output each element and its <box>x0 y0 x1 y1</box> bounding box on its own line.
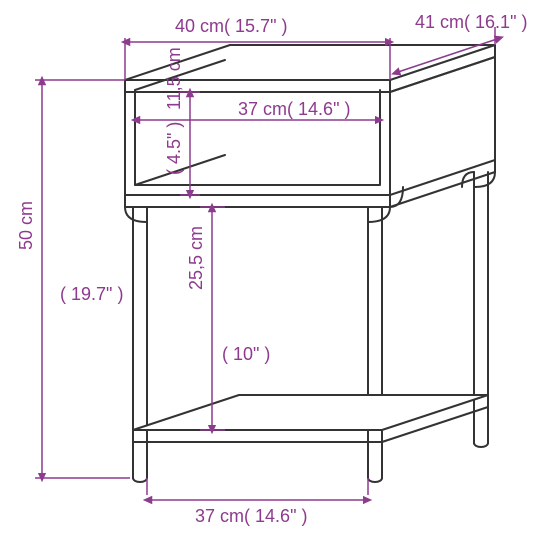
svg-text:41 cm( 16.1" ): 41 cm( 16.1" ) <box>415 12 527 32</box>
svg-text:37 cm( 14.6" ): 37 cm( 14.6" ) <box>238 99 350 119</box>
svg-text:25,5 cm: 25,5 cm <box>186 226 206 290</box>
svg-text:50 cm: 50 cm <box>16 201 36 250</box>
dimension-diagram: 40 cm( 15.7" ) 41 cm( 16.1" ) 37 cm( 14.… <box>0 0 550 550</box>
svg-text:( 10" ): ( 10" ) <box>222 344 270 364</box>
svg-text:( 19.7" ): ( 19.7" ) <box>60 284 123 304</box>
svg-text:( 4.5" ): ( 4.5" ) <box>164 122 184 175</box>
dimension-labels: 40 cm( 15.7" ) 41 cm( 16.1" ) 37 cm( 14.… <box>16 12 527 526</box>
svg-text:37 cm( 14.6" ): 37 cm( 14.6" ) <box>195 506 307 526</box>
svg-text:40 cm( 15.7" ): 40 cm( 15.7" ) <box>175 16 287 36</box>
svg-text:11,5 cm: 11,5 cm <box>164 47 184 110</box>
